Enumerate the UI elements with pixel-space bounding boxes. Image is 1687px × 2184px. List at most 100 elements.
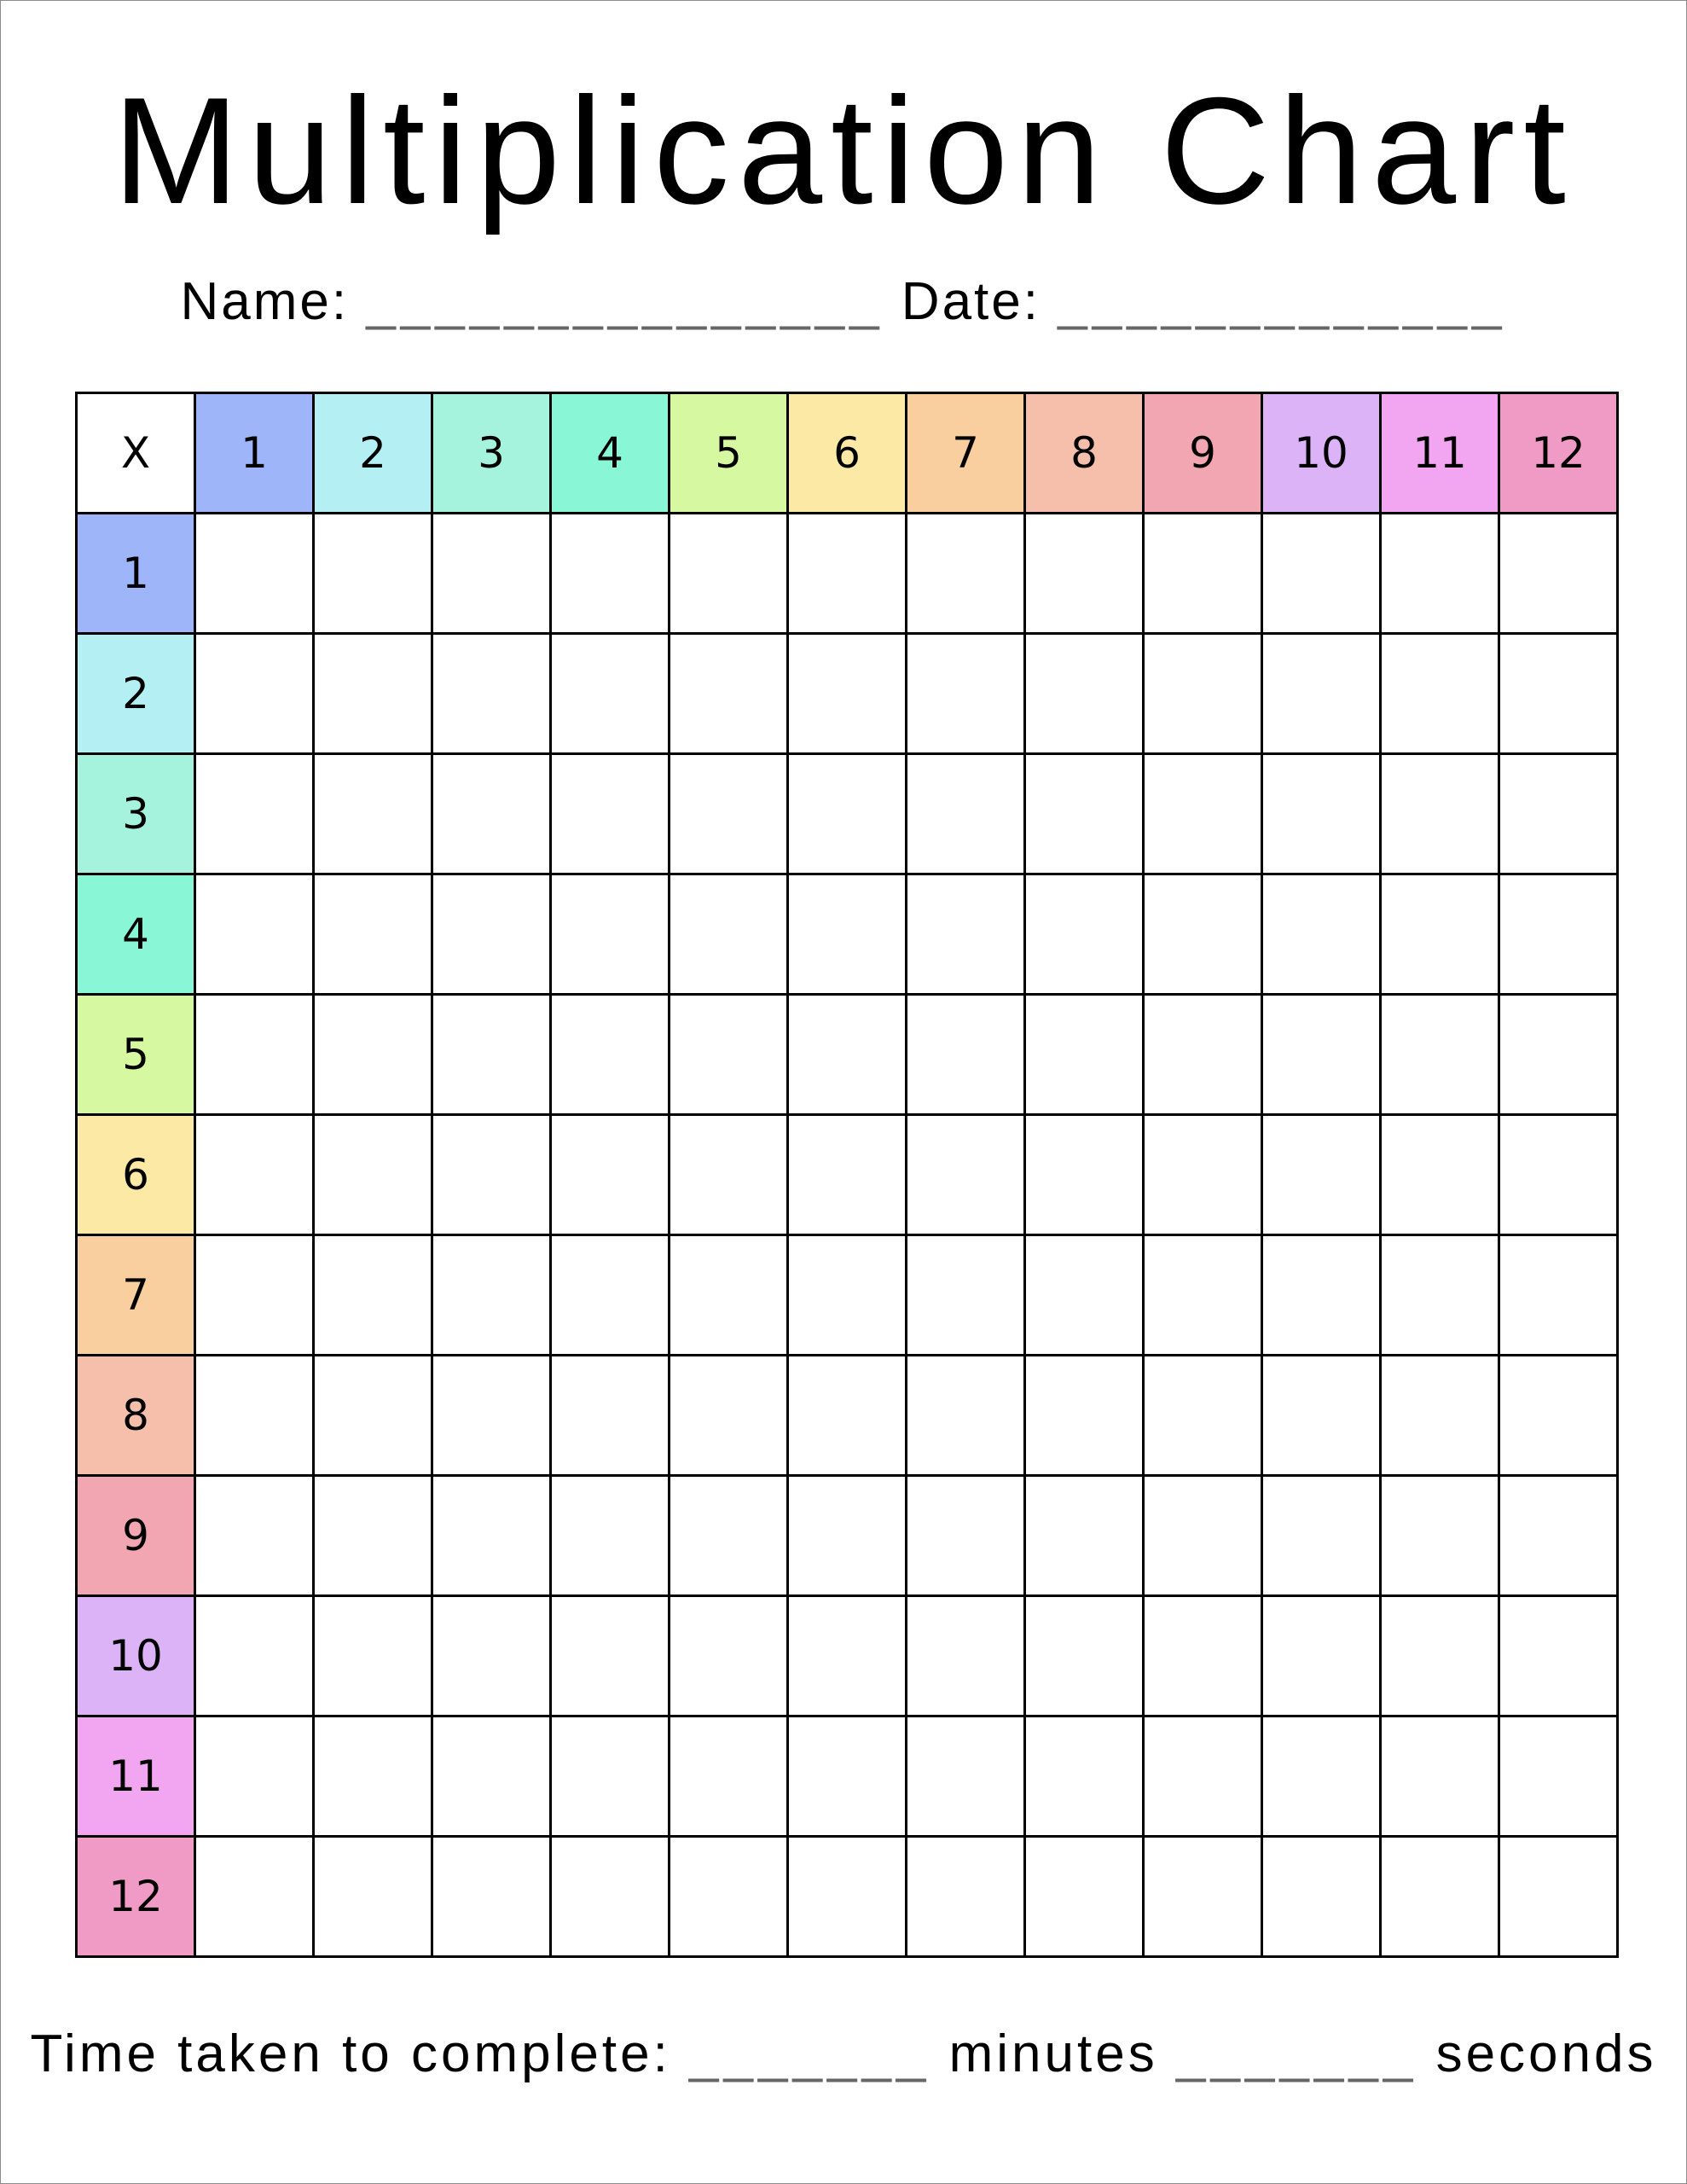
- answer-cell[interactable]: [668, 1474, 789, 1597]
- answer-cell[interactable]: [431, 1835, 552, 1958]
- answer-cell[interactable]: [1498, 632, 1619, 755]
- answer-cell[interactable]: [786, 873, 907, 996]
- answer-cell[interactable]: [194, 512, 315, 635]
- answer-cell[interactable]: [905, 1594, 1026, 1717]
- answer-cell[interactable]: [1023, 1474, 1145, 1597]
- answer-cell[interactable]: [1142, 873, 1263, 996]
- answer-cell[interactable]: [1498, 1234, 1619, 1356]
- answer-cell[interactable]: [1379, 1113, 1500, 1236]
- answer-cell[interactable]: [431, 1594, 552, 1717]
- answer-cell[interactable]: [786, 1113, 907, 1236]
- answer-cell[interactable]: [1261, 1113, 1382, 1236]
- answer-cell[interactable]: [905, 1474, 1026, 1597]
- answer-cell[interactable]: [668, 993, 789, 1116]
- answer-cell[interactable]: [668, 1354, 789, 1477]
- answer-cell[interactable]: [431, 1234, 552, 1356]
- answer-cell[interactable]: [312, 752, 433, 875]
- answer-cell[interactable]: [905, 1835, 1026, 1958]
- answer-cell[interactable]: [1142, 1354, 1263, 1477]
- answer-cell[interactable]: [1498, 1474, 1619, 1597]
- answer-cell[interactable]: [1142, 993, 1263, 1116]
- answer-cell[interactable]: [1379, 1715, 1500, 1838]
- answer-cell[interactable]: [194, 752, 315, 875]
- answer-cell[interactable]: [194, 1835, 315, 1958]
- answer-cell[interactable]: [1142, 632, 1263, 755]
- answer-cell[interactable]: [431, 752, 552, 875]
- answer-cell[interactable]: [431, 993, 552, 1116]
- answer-cell[interactable]: [905, 993, 1026, 1116]
- answer-cell[interactable]: [786, 1715, 907, 1838]
- answer-cell[interactable]: [668, 1594, 789, 1717]
- answer-cell[interactable]: [549, 873, 670, 996]
- answer-cell[interactable]: [786, 1474, 907, 1597]
- answer-cell[interactable]: [1261, 1835, 1382, 1958]
- answer-cell[interactable]: [1379, 632, 1500, 755]
- answer-cell[interactable]: [312, 1594, 433, 1717]
- answer-cell[interactable]: [1261, 873, 1382, 996]
- answer-cell[interactable]: [1379, 1354, 1500, 1477]
- answer-cell[interactable]: [194, 632, 315, 755]
- answer-cell[interactable]: [1261, 632, 1382, 755]
- answer-cell[interactable]: [668, 1835, 789, 1958]
- answer-cell[interactable]: [194, 1594, 315, 1717]
- answer-cell[interactable]: [1023, 1835, 1145, 1958]
- answer-cell[interactable]: [1142, 1594, 1263, 1717]
- answer-cell[interactable]: [905, 1354, 1026, 1477]
- answer-cell[interactable]: [786, 632, 907, 755]
- date-field[interactable]: _____________: [1058, 272, 1507, 331]
- answer-cell[interactable]: [905, 1234, 1026, 1356]
- answer-cell[interactable]: [549, 993, 670, 1116]
- answer-cell[interactable]: [1379, 752, 1500, 875]
- answer-cell[interactable]: [1261, 993, 1382, 1116]
- answer-cell[interactable]: [905, 1113, 1026, 1236]
- answer-cell[interactable]: [1023, 993, 1145, 1116]
- answer-cell[interactable]: [905, 873, 1026, 996]
- answer-cell[interactable]: [1498, 873, 1619, 996]
- answer-cell[interactable]: [1023, 1594, 1145, 1717]
- answer-cell[interactable]: [1142, 1835, 1263, 1958]
- answer-cell[interactable]: [312, 632, 433, 755]
- answer-cell[interactable]: [668, 752, 789, 875]
- answer-cell[interactable]: [1379, 993, 1500, 1116]
- answer-cell[interactable]: [1261, 1594, 1382, 1717]
- answer-cell[interactable]: [312, 1835, 433, 1958]
- answer-cell[interactable]: [194, 1234, 315, 1356]
- answer-cell[interactable]: [1379, 873, 1500, 996]
- answer-cell[interactable]: [312, 1474, 433, 1597]
- answer-cell[interactable]: [905, 752, 1026, 875]
- answer-cell[interactable]: [1379, 512, 1500, 635]
- answer-cell[interactable]: [1379, 1594, 1500, 1717]
- answer-cell[interactable]: [549, 1113, 670, 1236]
- answer-cell[interactable]: [1261, 1354, 1382, 1477]
- answer-cell[interactable]: [312, 993, 433, 1116]
- answer-cell[interactable]: [1261, 1474, 1382, 1597]
- answer-cell[interactable]: [431, 632, 552, 755]
- answer-cell[interactable]: [668, 512, 789, 635]
- answer-cell[interactable]: [1023, 632, 1145, 755]
- answer-cell[interactable]: [1023, 1234, 1145, 1356]
- answer-cell[interactable]: [312, 873, 433, 996]
- answer-cell[interactable]: [549, 1835, 670, 1958]
- answer-cell[interactable]: [312, 512, 433, 635]
- answer-cell[interactable]: [1023, 873, 1145, 996]
- answer-cell[interactable]: [431, 1715, 552, 1838]
- answer-cell[interactable]: [312, 1234, 433, 1356]
- answer-cell[interactable]: [786, 993, 907, 1116]
- answer-cell[interactable]: [194, 1715, 315, 1838]
- answer-cell[interactable]: [194, 1354, 315, 1477]
- answer-cell[interactable]: [1261, 752, 1382, 875]
- answer-cell[interactable]: [549, 512, 670, 635]
- answer-cell[interactable]: [786, 1594, 907, 1717]
- answer-cell[interactable]: [1498, 752, 1619, 875]
- answer-cell[interactable]: [312, 1715, 433, 1838]
- answer-cell[interactable]: [194, 993, 315, 1116]
- answer-cell[interactable]: [431, 1354, 552, 1477]
- answer-cell[interactable]: [1142, 1715, 1263, 1838]
- answer-cell[interactable]: [431, 1474, 552, 1597]
- answer-cell[interactable]: [668, 1234, 789, 1356]
- answer-cell[interactable]: [194, 873, 315, 996]
- answer-cell[interactable]: [1379, 1234, 1500, 1356]
- answer-cell[interactable]: [1142, 1474, 1263, 1597]
- answer-cell[interactable]: [905, 632, 1026, 755]
- answer-cell[interactable]: [549, 1715, 670, 1838]
